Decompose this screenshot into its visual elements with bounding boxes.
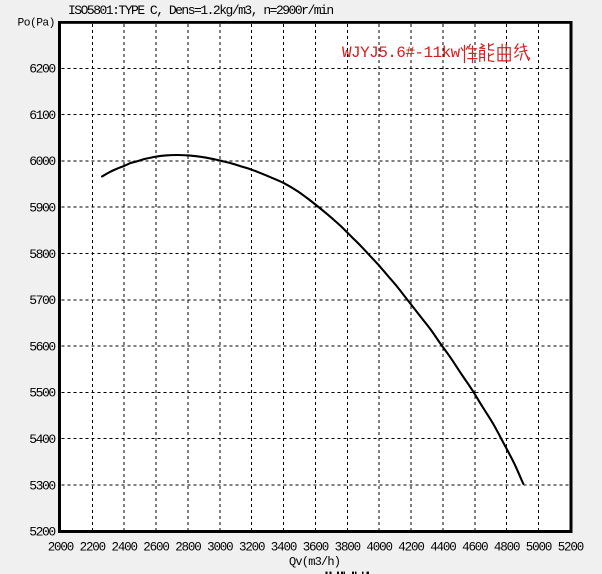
svg-text:3400: 3400 [271, 540, 297, 554]
svg-text:4600: 4600 [462, 540, 488, 554]
svg-text:4000: 4000 [366, 540, 392, 554]
svg-text:Po(Pa): Po(Pa) [18, 17, 55, 29]
svg-text:4400: 4400 [430, 540, 456, 554]
svg-text:5500: 5500 [29, 386, 55, 401]
svg-text:2200: 2200 [80, 540, 106, 554]
svg-text:3200: 3200 [239, 540, 265, 554]
svg-text:3800: 3800 [335, 540, 361, 554]
svg-text:5300: 5300 [29, 478, 55, 493]
svg-text:5200: 5200 [29, 525, 55, 540]
svg-text:2000: 2000 [48, 540, 74, 554]
svg-text:4800: 4800 [494, 540, 520, 554]
svg-text:5200: 5200 [558, 540, 584, 554]
svg-text:3000: 3000 [207, 540, 233, 554]
svg-text:5600: 5600 [29, 339, 55, 354]
svg-text:2600: 2600 [143, 540, 169, 554]
svg-text:ISO5801:TYPE C, Dens=1.2kg/m3,: ISO5801:TYPE C, Dens=1.2kg/m3, n=2900r/m… [68, 3, 333, 18]
svg-text:5000: 5000 [526, 540, 552, 554]
svg-text:5700: 5700 [29, 293, 55, 308]
svg-text:WJYJ5.6#-11kw: WJYJ5.6#-11kw [342, 44, 461, 62]
svg-text:4200: 4200 [398, 540, 424, 554]
svg-text:2800: 2800 [175, 540, 201, 554]
svg-text:3600: 3600 [303, 540, 329, 554]
svg-text:2400: 2400 [111, 540, 137, 554]
svg-text:6000: 6000 [29, 154, 55, 169]
svg-text:5800: 5800 [29, 247, 55, 262]
svg-text:Qv(m3/h): Qv(m3/h) [289, 555, 340, 569]
svg-text:5900: 5900 [29, 201, 55, 216]
svg-text:6200: 6200 [29, 62, 55, 77]
svg-text:6100: 6100 [29, 108, 55, 123]
svg-text:5400: 5400 [29, 432, 55, 447]
